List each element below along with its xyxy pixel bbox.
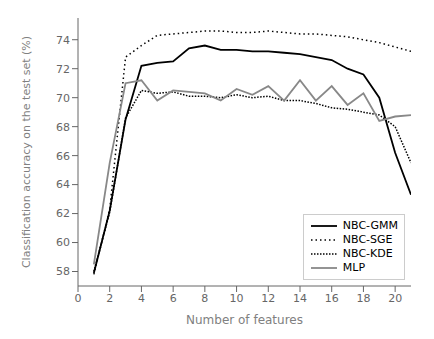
svg-text:74: 74	[56, 34, 70, 47]
html-text:MLP: MLP	[342, 261, 366, 274]
svg-text:2: 2	[106, 292, 113, 305]
html-text:NBC-KDE: NBC-KDE	[342, 247, 393, 260]
svg-text:66: 66	[56, 150, 70, 163]
svg-text:0: 0	[75, 292, 82, 305]
svg-text:64: 64	[56, 178, 70, 191]
svg-text:4: 4	[138, 292, 145, 305]
html-text:NBC-GMM: NBC-GMM	[342, 219, 398, 232]
svg-text:16: 16	[325, 292, 339, 305]
svg-text:Classification accuracy on the: Classification accuracy on the test set …	[20, 36, 33, 268]
svg-text:70: 70	[56, 92, 70, 105]
svg-text:20: 20	[388, 292, 402, 305]
svg-text:8: 8	[201, 292, 208, 305]
svg-text:60: 60	[56, 236, 70, 249]
svg-text:72: 72	[56, 63, 70, 76]
svg-text:10: 10	[230, 292, 244, 305]
svg-text:18: 18	[356, 292, 370, 305]
html-text:NBC-SGE: NBC-SGE	[342, 233, 393, 246]
svg-text:6: 6	[170, 292, 177, 305]
svg-text:Number of features: Number of features	[186, 313, 303, 327]
svg-text:58: 58	[56, 265, 70, 278]
svg-text:12: 12	[261, 292, 275, 305]
svg-text:68: 68	[56, 121, 70, 134]
svg-text:14: 14	[293, 292, 307, 305]
svg-text:62: 62	[56, 207, 70, 220]
